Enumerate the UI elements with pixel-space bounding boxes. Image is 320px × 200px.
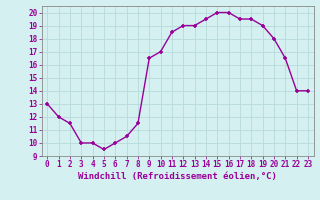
X-axis label: Windchill (Refroidissement éolien,°C): Windchill (Refroidissement éolien,°C) — [78, 172, 277, 181]
